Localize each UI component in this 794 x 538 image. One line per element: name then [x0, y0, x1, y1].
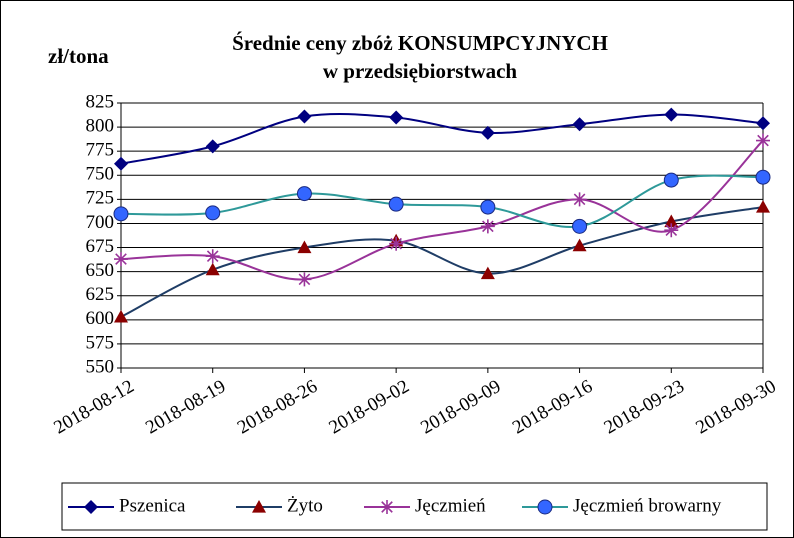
marker	[114, 252, 128, 267]
legend-marker	[84, 500, 98, 514]
marker	[756, 200, 770, 213]
marker	[297, 240, 312, 254]
marker	[572, 117, 587, 132]
y-tick-label: 650	[86, 260, 115, 281]
marker	[296, 186, 312, 202]
marker	[114, 156, 128, 171]
marker	[572, 218, 588, 234]
marker	[388, 196, 404, 212]
marker	[480, 125, 495, 140]
marker	[664, 107, 679, 122]
marker	[480, 219, 495, 234]
legend-label: Pszenica	[119, 495, 186, 516]
chart-title: Średnie ceny zbóż KONSUMPCYJNYCH	[232, 31, 608, 55]
marker	[664, 214, 679, 228]
y-tick-label: 675	[86, 236, 115, 257]
marker	[663, 172, 679, 188]
marker	[205, 249, 220, 264]
marker	[756, 133, 770, 148]
marker	[572, 192, 587, 207]
legend-label: Jęczmień	[415, 495, 486, 516]
marker	[389, 110, 404, 125]
marker	[389, 236, 404, 251]
legend-marker	[252, 500, 266, 513]
y-tick-label: 625	[86, 284, 115, 305]
marker	[205, 139, 220, 154]
marker	[756, 116, 770, 131]
y-axis-label: zł/tona	[48, 44, 109, 68]
y-tick-label: 550	[86, 356, 115, 377]
chart-title: w przedsiębiorstwach	[323, 59, 518, 83]
series-line	[120, 112, 764, 165]
y-tick-label: 600	[86, 308, 115, 329]
marker	[114, 309, 128, 323]
marker	[205, 205, 221, 221]
marker	[572, 238, 587, 252]
marker	[297, 109, 312, 124]
y-tick-label: 575	[86, 332, 115, 353]
marker	[480, 199, 496, 215]
marker	[480, 266, 495, 280]
y-tick-label: 825	[86, 91, 115, 112]
legend-label: Żyto	[287, 495, 323, 516]
legend-label: Jęczmień browarny	[573, 495, 722, 516]
series-line	[120, 174, 764, 228]
marker	[205, 262, 220, 276]
marker	[297, 272, 312, 287]
y-tick-label: 725	[86, 188, 115, 209]
marker	[755, 169, 771, 185]
legend-marker	[380, 500, 394, 514]
legend-marker	[537, 499, 553, 515]
y-tick-label: 750	[86, 164, 115, 185]
marker	[113, 206, 129, 222]
legend-box	[61, 482, 768, 531]
y-tick-label: 700	[86, 212, 115, 233]
y-tick-label: 800	[86, 115, 115, 136]
y-tick-label: 775	[86, 140, 115, 161]
marker	[664, 223, 679, 238]
